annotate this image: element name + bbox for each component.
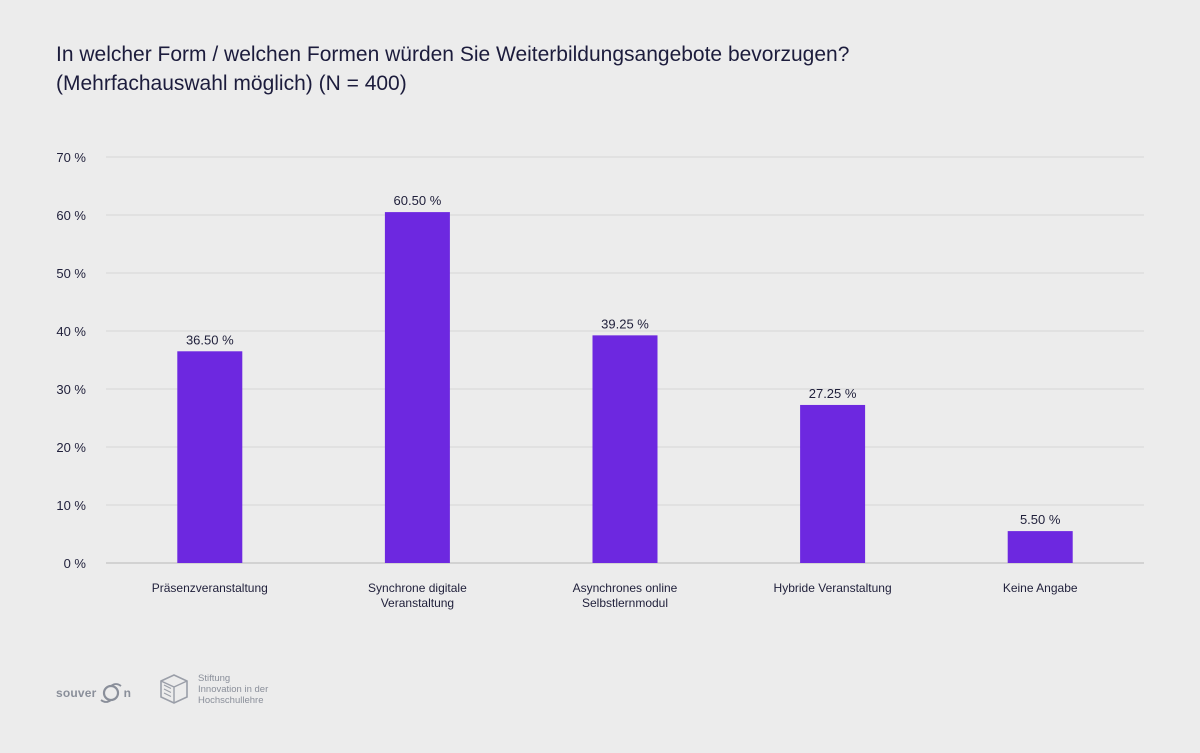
data-labels: 36.50 % 60.50 % 39.25 % 27.25 % 5.50 % [186,193,1061,527]
data-label: 39.25 % [601,316,649,331]
souveran-logo-text-a: souver [56,686,97,700]
data-label: 27.25 % [809,386,857,401]
stiftung-line-2: Innovation in der [198,683,269,695]
chart-title-line-2: (Mehrfachauswahl möglich) (N = 400) [56,72,407,95]
stiftung-line-3: Hochschullehre [198,694,264,706]
y-tick-label: 0 % [64,556,87,571]
stiftung-line-1: Stiftung [198,672,231,684]
x-tick-label: Keine Angabe [1003,581,1078,595]
y-tick-label: 70 % [56,150,86,165]
x-axis-ticks: Präsenzveranstaltung Synchrone digitale Ve… [152,581,1078,610]
y-tick-label: 20 % [56,440,86,455]
souveran-logo-text-b: n [123,686,132,700]
footer-logos: souver n Stiftung Innovation in der Hoch… [56,670,356,720]
data-label: 36.50 % [186,332,234,347]
y-tick-label: 10 % [56,498,86,513]
x-tick-label: Präsenzveranstaltung [152,581,268,595]
x-tick-label: Hybride Veranstaltung [774,581,892,595]
stiftung-logo-text: Stiftung Innovation in der Hochschullehr… [198,673,268,706]
bar [384,212,450,563]
souveran-logo-mark-icon [100,683,122,703]
stiftung-logo: Stiftung Innovation in der Hochschullehr… [158,672,268,706]
bars [177,212,1073,563]
grid-lines [106,156,1144,564]
data-label: 5.50 % [1020,512,1061,527]
y-tick-label: 30 % [56,382,86,397]
stiftung-cube-icon [160,674,188,704]
bar [1007,531,1073,563]
y-axis-ticks: 0 % 10 % 20 % 30 % 40 % 50 % 60 % 70 % [56,150,86,571]
souveran-logo: souver n [56,680,131,706]
data-label: 60.50 % [394,193,442,208]
bar [177,351,243,563]
bar [800,404,866,563]
y-tick-label: 40 % [56,324,86,339]
bar [592,335,658,563]
chart-title: In welcher Form / welchen Formen würden … [56,40,849,98]
chart-title-line-1: In welcher Form / welchen Formen würden … [56,43,850,66]
x-tick-label: Synchrone digitale Veranstaltung [368,581,467,610]
x-tick-label: Asynchrones online Selbstlernmodul [573,581,678,610]
y-tick-label: 50 % [56,266,86,281]
y-tick-label: 60 % [56,208,86,223]
bar-chart: 0 % 10 % 20 % 30 % 40 % 50 % 60 % 70 % 36.50 % 6… [56,150,1144,610]
